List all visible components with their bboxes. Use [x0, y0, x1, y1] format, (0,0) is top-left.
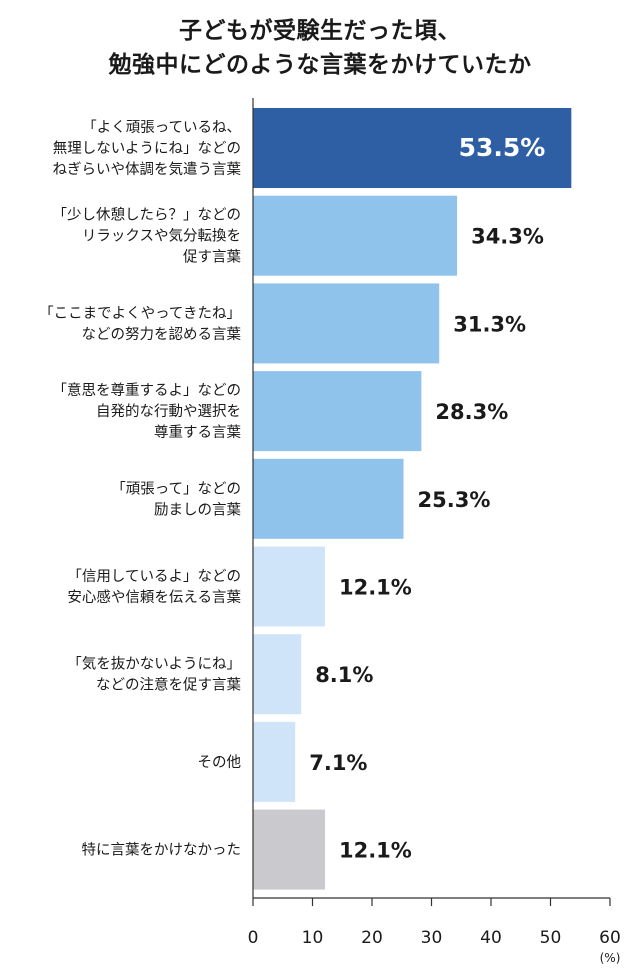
- bar-3: [253, 283, 440, 364]
- category-label-4: 「意思を尊重するよ」などの自発的な行動や選択を尊重する言葉: [53, 381, 242, 441]
- value-label-6: 12.1%: [339, 576, 412, 600]
- value-label-1: 53.5%: [459, 133, 546, 162]
- value-label-2: 34.3%: [471, 225, 544, 249]
- category-label-9: 特に言葉をかけなかった: [82, 842, 242, 859]
- value-label-7: 8.1%: [315, 663, 373, 687]
- bar-7: [253, 634, 302, 715]
- x-tick-label-30: 30: [421, 928, 443, 948]
- x-tick-label-20: 20: [361, 928, 383, 948]
- bar-9: [253, 809, 325, 890]
- value-label-5: 25.3%: [418, 488, 491, 512]
- bar-4: [253, 371, 422, 452]
- category-label-1: 「よく頑張っているね、無理しないようにね」などのねぎらいや体調を気遣う言葉: [53, 119, 242, 178]
- value-label-9: 12.1%: [339, 839, 412, 863]
- category-label-2: 「少し休憩したら？」などのリラックスや気分転換を促す言葉: [53, 207, 242, 266]
- x-axis-unit: (%): [600, 951, 621, 965]
- category-label-3: 「ここまでよくやってきたね」などの努力を認める言葉: [39, 305, 241, 343]
- bar-8: [253, 721, 296, 802]
- category-label-7: 「気を抜かないようにね」などの注意を促す言葉: [67, 656, 241, 694]
- value-label-4: 28.3%: [435, 400, 508, 424]
- bar-1: [253, 108, 572, 188]
- x-tick-label-60: 60: [599, 928, 621, 948]
- chart-title-line-1: 子どもが受験生だった頃、: [179, 18, 461, 44]
- x-tick-label-10: 10: [302, 928, 324, 948]
- x-tick-label-0: 0: [248, 928, 259, 948]
- category-label-8: その他: [198, 754, 242, 771]
- value-label-8: 7.1%: [309, 751, 367, 775]
- x-tick-label-50: 50: [540, 928, 562, 948]
- x-tick-label-40: 40: [480, 928, 502, 948]
- category-label-5: 「頑張って」などの励ましの言葉: [111, 480, 241, 518]
- chart-title-line-2: 勉強中にどのような言葉をかけていたか: [108, 52, 532, 78]
- bar-6: [253, 546, 325, 627]
- bar-5: [253, 458, 404, 539]
- value-label-3: 31.3%: [453, 312, 526, 336]
- category-label-6: 「信用しているよ」などの安心感や信頼を伝える言葉: [67, 568, 241, 606]
- bar-2: [253, 195, 458, 276]
